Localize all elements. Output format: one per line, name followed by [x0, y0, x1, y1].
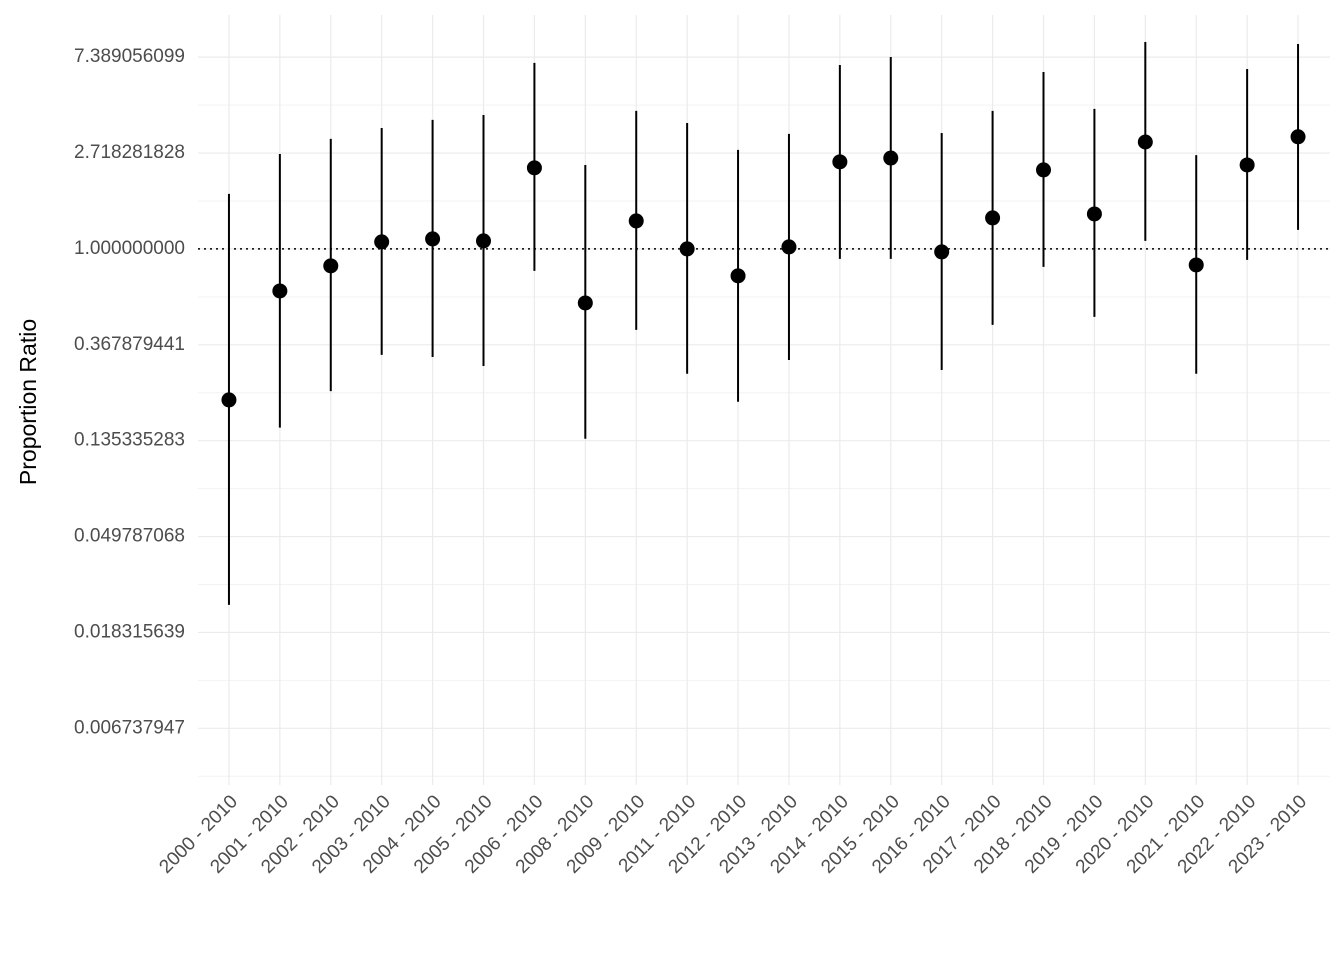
point: [832, 154, 848, 170]
y-axis-label: Proportion Ratio: [15, 319, 41, 485]
point: [1137, 134, 1153, 150]
point: [781, 239, 797, 255]
y-tick-label: 0.018315639: [74, 621, 185, 642]
point: [883, 150, 899, 166]
point: [1239, 157, 1255, 173]
y-tick-label: 0.006737947: [74, 717, 185, 738]
y-tick-label: 0.049787068: [74, 526, 185, 547]
point: [272, 283, 288, 299]
point: [374, 234, 390, 250]
point: [221, 392, 237, 408]
point: [577, 295, 593, 311]
point: [730, 268, 746, 284]
point: [323, 258, 339, 274]
y-tick-label: 7.389056099: [74, 46, 185, 67]
point: [628, 213, 644, 229]
point: [425, 231, 441, 247]
point: [1188, 257, 1204, 273]
point: [934, 244, 950, 260]
point: [679, 241, 695, 257]
point: [1036, 162, 1051, 178]
point: [1086, 206, 1102, 222]
point: [1290, 129, 1306, 145]
y-tick-label: 2.718281828: [74, 142, 185, 163]
point: [526, 160, 542, 176]
y-tick-label: 1.000000000: [74, 238, 185, 259]
point: [985, 210, 1001, 226]
y-tick-label: 0.135335283: [74, 430, 185, 451]
y-tick-label: 0.367879441: [74, 334, 185, 355]
point: [476, 233, 491, 249]
